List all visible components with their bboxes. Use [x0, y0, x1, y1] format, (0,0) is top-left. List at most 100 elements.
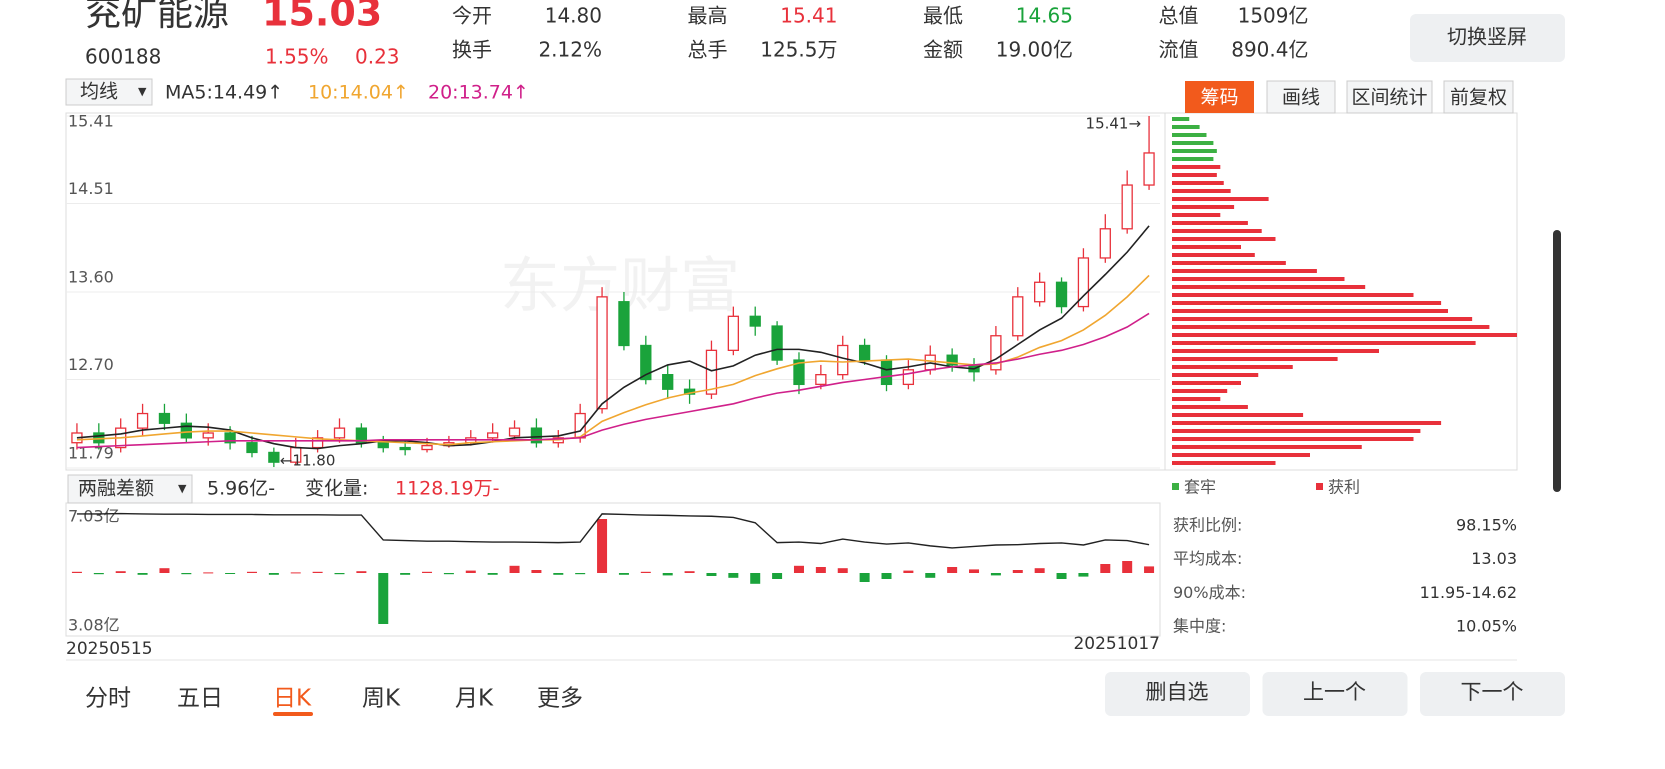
y-tick-label: 12.70: [68, 355, 114, 374]
candle-body: [355, 427, 368, 444]
switch-button[interactable]: [1410, 14, 1565, 62]
change-bar: [312, 571, 323, 573]
candle-body: [1055, 281, 1068, 308]
legend-entry: 获利: [1328, 478, 1360, 497]
chip-bar: [1172, 461, 1276, 465]
stat-label: 换手: [452, 38, 492, 62]
chip-bar: [1172, 229, 1262, 233]
change-bar: [597, 519, 608, 573]
chip-bar: [1172, 437, 1414, 441]
stat-label: 金额: [923, 38, 963, 62]
candle-body: [662, 374, 674, 390]
footer-button-label: 删自选: [1146, 680, 1209, 704]
candle-body: [377, 442, 389, 449]
change-bar: [553, 573, 564, 575]
tool-button[interactable]: [1266, 80, 1336, 114]
footer-button[interactable]: [1262, 672, 1408, 716]
stat-label: 最低: [923, 4, 963, 28]
stat-value: 15.41: [780, 4, 837, 28]
candle-body: [1077, 257, 1090, 308]
chip-bar: [1172, 293, 1414, 297]
change-bar: [400, 573, 411, 575]
chip-bar: [1172, 373, 1259, 377]
change-bar: [1078, 573, 1089, 577]
stat-value: 14.80: [545, 4, 602, 28]
legend-swatch: [1316, 483, 1323, 490]
change-bar: [465, 570, 476, 573]
tab[interactable]: 更多: [537, 686, 583, 712]
candle-body: [618, 301, 630, 347]
tab[interactable]: 分时: [85, 686, 131, 712]
chip-bar: [1172, 149, 1217, 153]
candle-body: [640, 344, 652, 381]
stat-value: 2.12%: [538, 38, 602, 62]
chip-bar: [1172, 429, 1421, 433]
candle-body: [487, 432, 499, 439]
stat-value: 19.00亿: [996, 38, 1073, 62]
candle-body: [946, 354, 958, 366]
candle-body: [1121, 184, 1133, 230]
chip-bar: [1172, 381, 1241, 385]
footer-button[interactable]: [1420, 672, 1565, 716]
footer-button[interactable]: [1105, 672, 1250, 716]
chip-bar: [1172, 133, 1207, 137]
chip-bar: [1172, 309, 1448, 313]
change-bar: [531, 570, 542, 573]
change-bar: [662, 573, 673, 576]
candle-body: [1099, 228, 1111, 259]
chip-bar: [1172, 261, 1286, 265]
candle-body: [1012, 296, 1024, 337]
change-bar: [1056, 573, 1067, 579]
candle-body: [705, 349, 718, 395]
stat-label: 集中度:: [1173, 617, 1226, 636]
chip-bar: [1172, 453, 1310, 457]
tool-button[interactable]: [1346, 80, 1433, 114]
tool-button[interactable]: [1185, 81, 1254, 113]
change-pct: 1.55%: [265, 45, 329, 69]
chip-bar: [1172, 269, 1317, 273]
change-bar: [618, 573, 629, 575]
candle-body: [224, 432, 236, 444]
candle-body: [858, 344, 871, 361]
candle-body: [530, 427, 543, 444]
candle-body: [793, 359, 805, 386]
tool-button[interactable]: [1443, 80, 1514, 114]
x-start: 20250515: [66, 639, 153, 659]
chip-bar: [1172, 317, 1473, 321]
legend-swatch: [1172, 483, 1179, 490]
stat-value: 1509亿: [1238, 4, 1309, 28]
tab[interactable]: 日K: [273, 686, 312, 712]
chip-bar: [1172, 365, 1293, 369]
chip-bar: [1172, 349, 1379, 353]
ma-select-label: 均线: [80, 81, 118, 103]
change-bar: [1100, 564, 1111, 573]
tab[interactable]: 五日: [177, 686, 223, 712]
margin-select[interactable]: [67, 474, 193, 504]
stat-label: 总手: [688, 38, 728, 62]
scrollbar[interactable]: [1553, 230, 1561, 492]
tab[interactable]: 月K: [455, 686, 494, 712]
candle-body: [771, 325, 783, 361]
change-bar: [1012, 570, 1023, 573]
change-bar: [356, 571, 367, 573]
tab[interactable]: 周K: [362, 686, 401, 712]
chip-bar: [1172, 413, 1304, 417]
stat-value: 98.15%: [1456, 516, 1517, 535]
stat-label: 今开: [452, 4, 492, 28]
y-tick-label: 3.08亿: [68, 616, 120, 635]
candle-body: [1034, 281, 1046, 303]
legend-entry: 20:13.74↑: [428, 82, 529, 104]
ma-select[interactable]: [65, 78, 153, 106]
candle-body: [596, 296, 608, 410]
price: 15.03: [262, 0, 382, 35]
tool-button-label: 画线: [1282, 87, 1320, 109]
change-bar: [137, 573, 148, 575]
candle-body: [268, 451, 280, 463]
candle-body: [311, 437, 324, 449]
candle-body: [508, 427, 521, 437]
stat-value: 890.4亿: [1231, 38, 1308, 62]
change-bar: [837, 568, 848, 573]
change-bar: [115, 571, 126, 573]
change-bar: [443, 573, 454, 575]
candle-body: [749, 315, 761, 327]
